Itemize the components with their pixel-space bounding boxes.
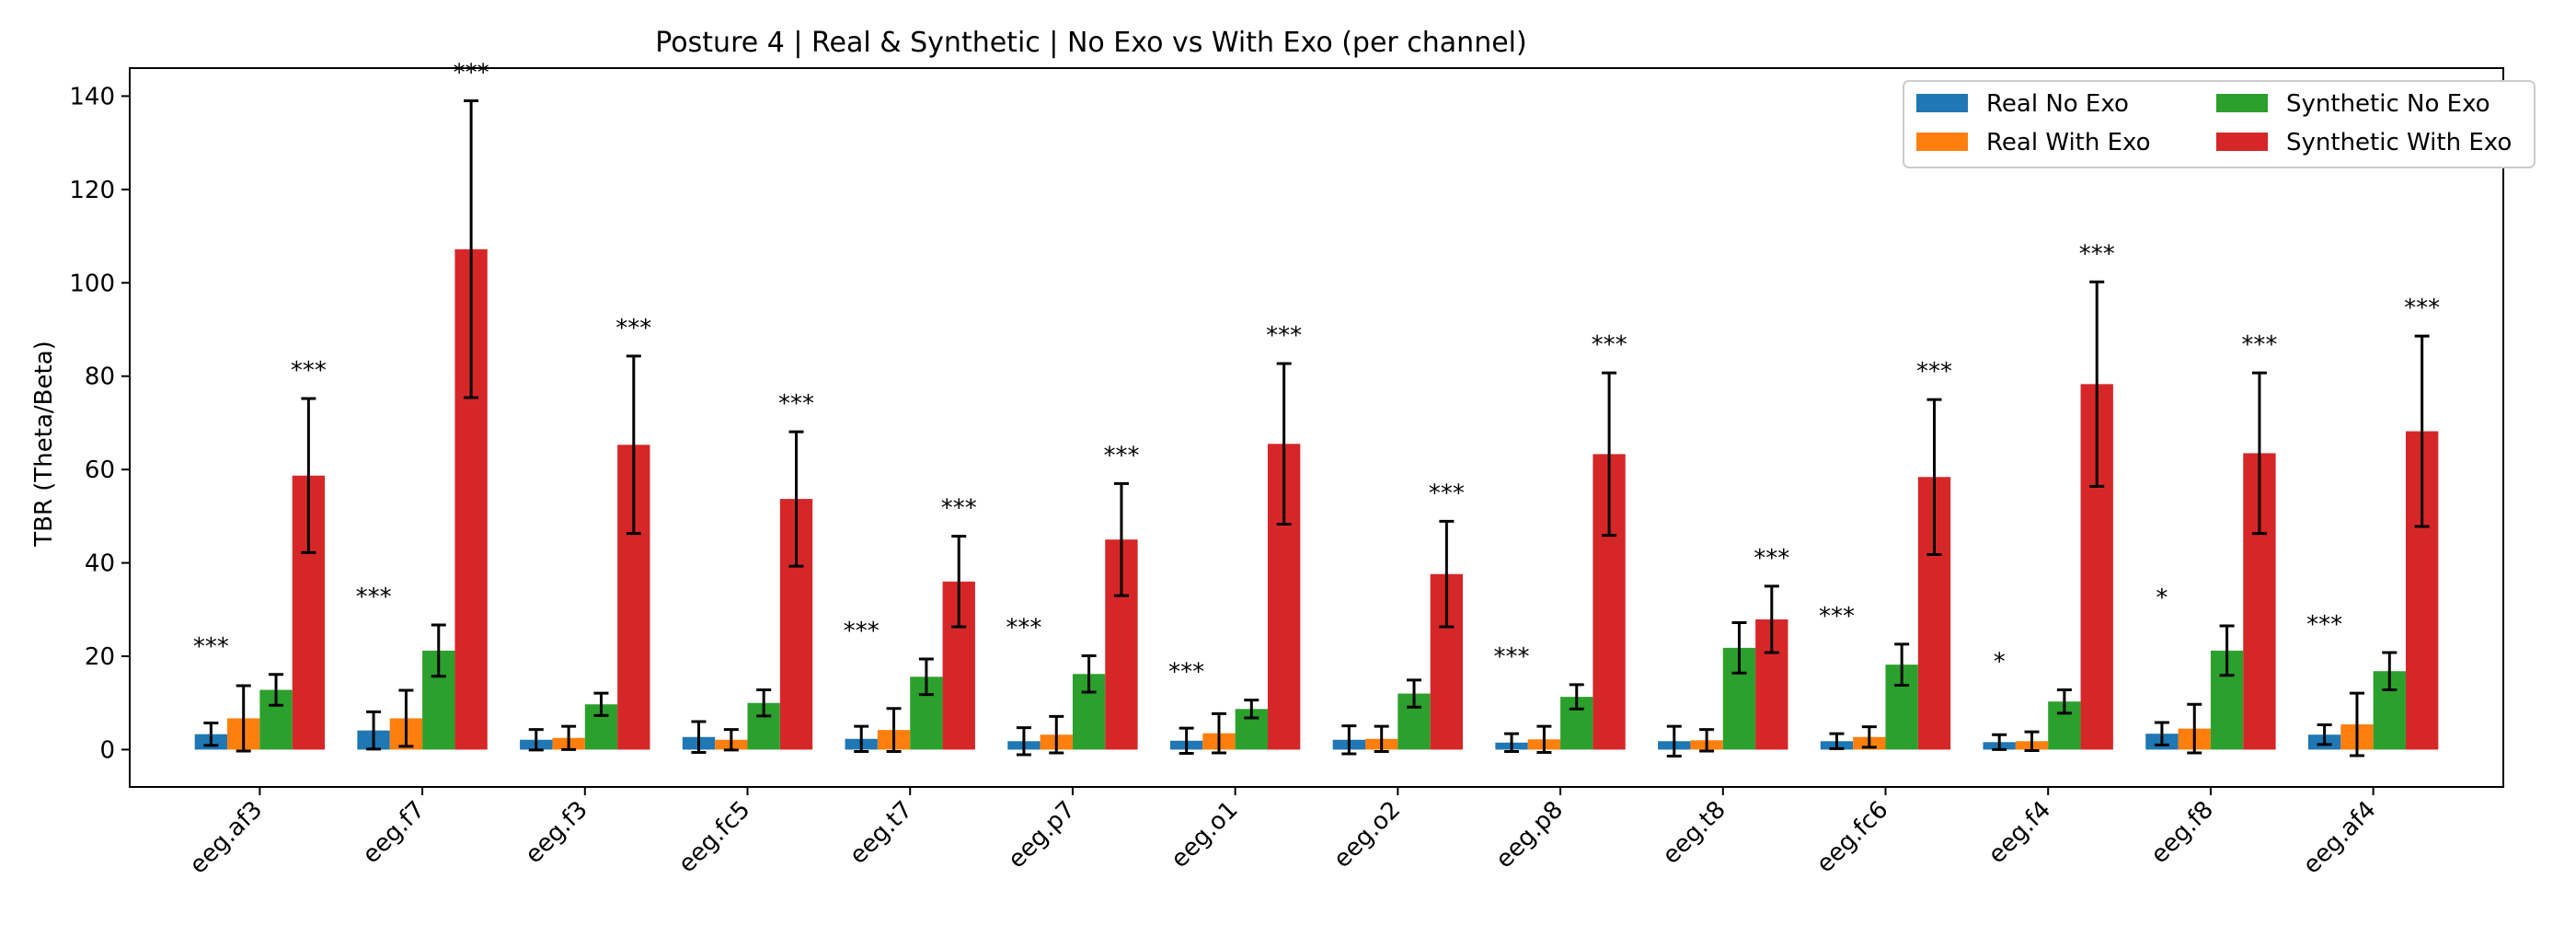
x-tick-label: eeg.t8 [1657,796,1731,870]
significance-label: *** [1494,643,1530,671]
x-tick-label: eeg.fc6 [1811,796,1894,879]
significance-label: *** [291,357,327,385]
significance-label: * [2156,584,2168,612]
significance-label: *** [1103,442,1139,469]
x-tick-label: eeg.o1 [1166,796,1243,873]
x-tick-label: eeg.p8 [1490,796,1569,874]
legend-swatch [2216,94,2268,112]
significance-label: *** [1006,614,1041,642]
x-tick-label: eeg.fc5 [673,796,756,879]
significance-label: *** [2404,295,2440,322]
legend-swatch [2216,133,2268,151]
significance-label: *** [941,495,977,523]
legend-box [1903,80,2536,168]
significance-label: *** [1592,331,1627,359]
legend-swatch [1916,133,1968,151]
y-tick-label: 20 [85,643,115,671]
significance-label: *** [1168,659,1204,687]
significance-label: *** [193,633,229,661]
legend-label: Synthetic No Exo [2286,90,2490,118]
significance-label: *** [1266,322,1302,350]
plot-frame [129,67,2504,788]
significance-label: *** [615,315,651,342]
y-tick-label: 140 [69,83,115,110]
x-tick-label: eeg.af3 [185,796,269,880]
plot-area: ****************************************… [69,60,2536,880]
y-tick-label: 120 [69,177,115,204]
significance-label: *** [2241,331,2277,359]
significance-label: *** [1916,358,1952,386]
significance-label: *** [1754,545,1789,572]
legend-label: Real No Exo [1986,90,2129,118]
significance-label: *** [1429,480,1465,507]
significance-label: *** [2079,240,2115,268]
significance-label: *** [454,60,489,87]
significance-label: *** [2306,611,2342,639]
x-tick-label: eeg.f7 [358,796,431,870]
significance-label: *** [1819,603,1855,630]
significance-label: *** [778,390,814,418]
x-tick-label: eeg.f4 [1984,796,2057,870]
significance-label: *** [844,618,880,645]
x-tick-label: eeg.f8 [2145,796,2219,870]
y-tick-label: 40 [85,550,115,578]
legend-swatch [1916,94,1968,112]
y-axis-label: TBR (Theta/Beta) [30,341,58,548]
y-tick-label: 0 [99,736,115,764]
x-tick-label: eeg.af4 [2298,796,2382,880]
legend-label: Synthetic With Exo [2286,129,2512,156]
y-tick-label: 100 [69,270,115,297]
y-tick-label: 80 [85,364,115,391]
x-tick-label: eeg.p7 [1003,796,1081,874]
significance-label: * [1994,649,2006,676]
x-tick-label: eeg.o2 [1328,796,1406,873]
x-tick-label: eeg.f3 [520,796,593,870]
y-tick-label: 60 [85,457,115,484]
chart-title: Posture 4 | Real & Synthetic | No Exo vs… [655,27,1526,59]
x-tick-label: eeg.t7 [845,796,918,870]
significance-label: *** [356,584,392,611]
legend-label: Real With Exo [1986,129,2151,156]
